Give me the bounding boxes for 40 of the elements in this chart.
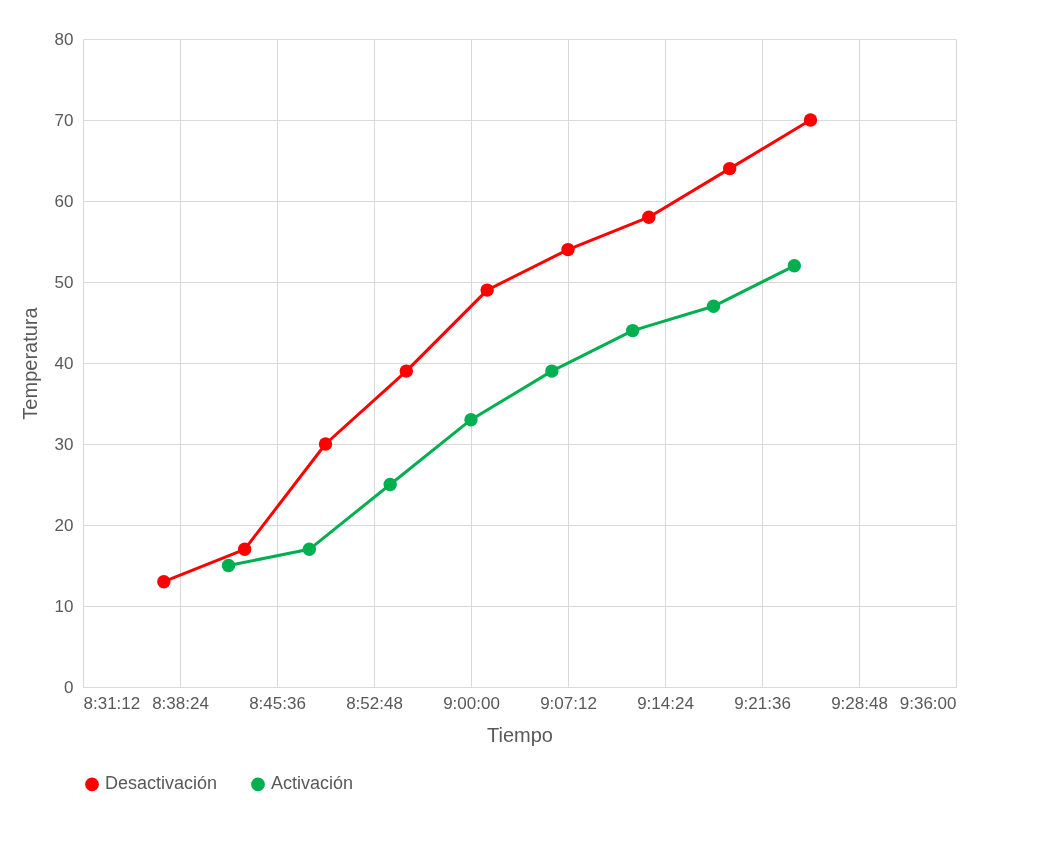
point — [803, 113, 818, 127]
point — [706, 299, 721, 313]
legend-label: Activación — [271, 773, 354, 794]
y-axis-title: Temperatura — [18, 306, 41, 420]
point — [221, 558, 236, 573]
x-axis-title: Tiempo — [487, 723, 553, 746]
point — [302, 542, 317, 556]
x-tick-label: 8:31:12 — [83, 693, 141, 713]
x-tick-label: 8:45:36 — [249, 693, 306, 713]
point — [157, 575, 171, 589]
y-tick-label: 70 — [54, 110, 74, 130]
point — [787, 259, 802, 273]
point — [383, 477, 397, 492]
y-tick-label: 0 — [64, 677, 74, 697]
x-tick-label: 8:52:48 — [346, 693, 403, 713]
y-tick-label: 60 — [54, 191, 74, 211]
y-tick-label: 40 — [54, 353, 74, 373]
x-tick-label: 9:21:36 — [734, 693, 791, 713]
x-tick-label: 9:14:24 — [637, 693, 694, 713]
y-tick-label: 50 — [54, 272, 74, 292]
point — [237, 542, 252, 556]
point — [399, 364, 414, 378]
point — [625, 323, 640, 338]
x-tick-label: 8:38:24 — [152, 693, 209, 713]
point — [545, 364, 559, 378]
point — [722, 161, 737, 176]
y-tick-label: 10 — [54, 596, 74, 616]
point — [318, 437, 333, 451]
point — [480, 283, 494, 297]
x-tick-label: 9:07:12 — [540, 693, 597, 713]
y-tick-label: 80 — [54, 29, 74, 49]
x-tick-label: 9:28:48 — [831, 693, 888, 713]
x-tick-label: 9:36:00 — [899, 693, 957, 713]
y-tick-label: 30 — [54, 434, 74, 454]
x-tick-label: 9:00:00 — [443, 693, 500, 713]
legend-label: Desactivación — [105, 773, 218, 794]
point — [642, 210, 656, 224]
point — [561, 242, 575, 257]
point — [464, 413, 478, 427]
y-tick-label: 20 — [54, 515, 74, 535]
